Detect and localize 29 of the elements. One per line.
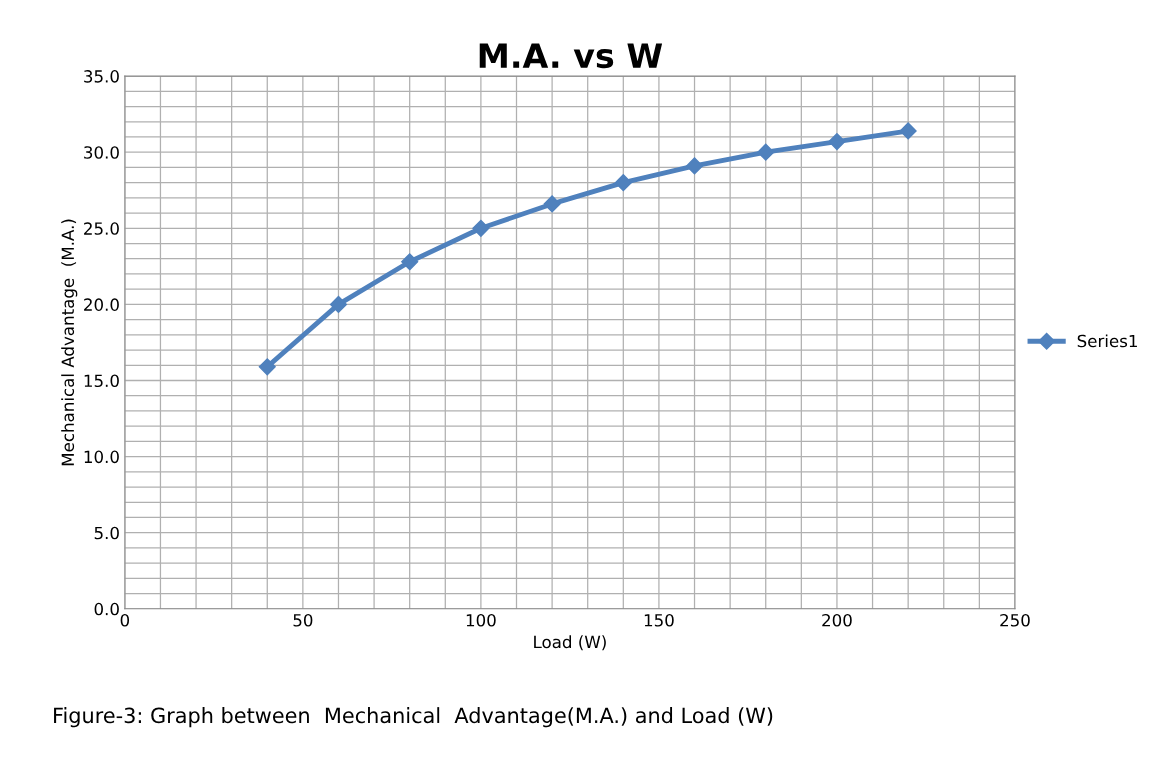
point: [401, 253, 419, 271]
point: [329, 295, 348, 313]
x-tick-label: 0: [120, 613, 130, 627]
point: [757, 143, 775, 161]
point: [899, 122, 917, 140]
point: [472, 219, 490, 237]
x-tick-label: 200: [822, 613, 852, 627]
point: [614, 174, 632, 192]
y-axis-title: Mechanical Advantage (M.A.): [61, 219, 78, 466]
legend-label: Series1: [1077, 334, 1137, 348]
y-tick-label: 10.0: [84, 450, 119, 464]
y-tick-label: 15.0: [84, 374, 119, 388]
y-tick-label: 30.0: [84, 146, 119, 159]
x-tick-label: 150: [644, 613, 674, 627]
point: [685, 157, 704, 175]
y-tick-label: 35.0: [84, 70, 119, 83]
point: [543, 195, 561, 213]
y-tick-label: 20.0: [84, 298, 119, 311]
point: [828, 132, 846, 151]
x-tick-label: 250: [1000, 613, 1030, 627]
x-tick-label: 50: [293, 613, 313, 627]
x-tick-label: 100: [466, 613, 496, 627]
y-tick-label: 25.0: [84, 222, 119, 235]
y-tick-label: 0.0: [94, 602, 119, 616]
text: Figure-3: Graph between Mechanical Advantage(M.A.) and Load (W): [54, 707, 773, 728]
x-axis-title: Load (W): [534, 635, 606, 651]
point: [258, 358, 276, 376]
chart-title: M.A. vs W: [479, 43, 663, 69]
y-tick-label: 5.0: [94, 526, 119, 540]
